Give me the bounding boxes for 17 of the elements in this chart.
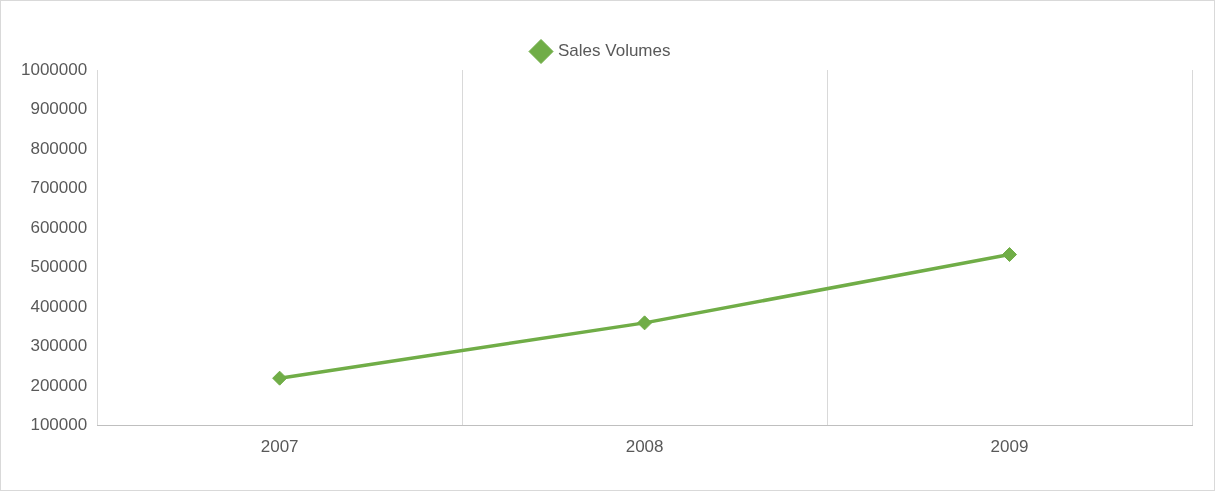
x-tick-label: 2007: [260, 437, 299, 457]
x-tick-label: 2008: [625, 437, 664, 457]
y-tick-label: 800000: [30, 138, 88, 158]
y-tick-label: 1000000: [20, 59, 88, 79]
y-tick-label: 100000: [30, 415, 88, 435]
point: [272, 370, 288, 386]
point: [1002, 247, 1018, 263]
y-tick-label: 600000: [30, 217, 88, 237]
y-tick-label: 300000: [30, 336, 88, 356]
point: [637, 315, 653, 331]
y-tick-label: 400000: [30, 296, 88, 316]
legend-label: Sales Volumes: [558, 41, 671, 61]
y-tick-label: 500000: [30, 257, 88, 277]
y-tick-label: 200000: [30, 375, 88, 395]
y-tick-label: 900000: [30, 99, 88, 119]
x-tick-label: 2009: [990, 437, 1029, 457]
y-tick-label: 700000: [30, 178, 88, 198]
